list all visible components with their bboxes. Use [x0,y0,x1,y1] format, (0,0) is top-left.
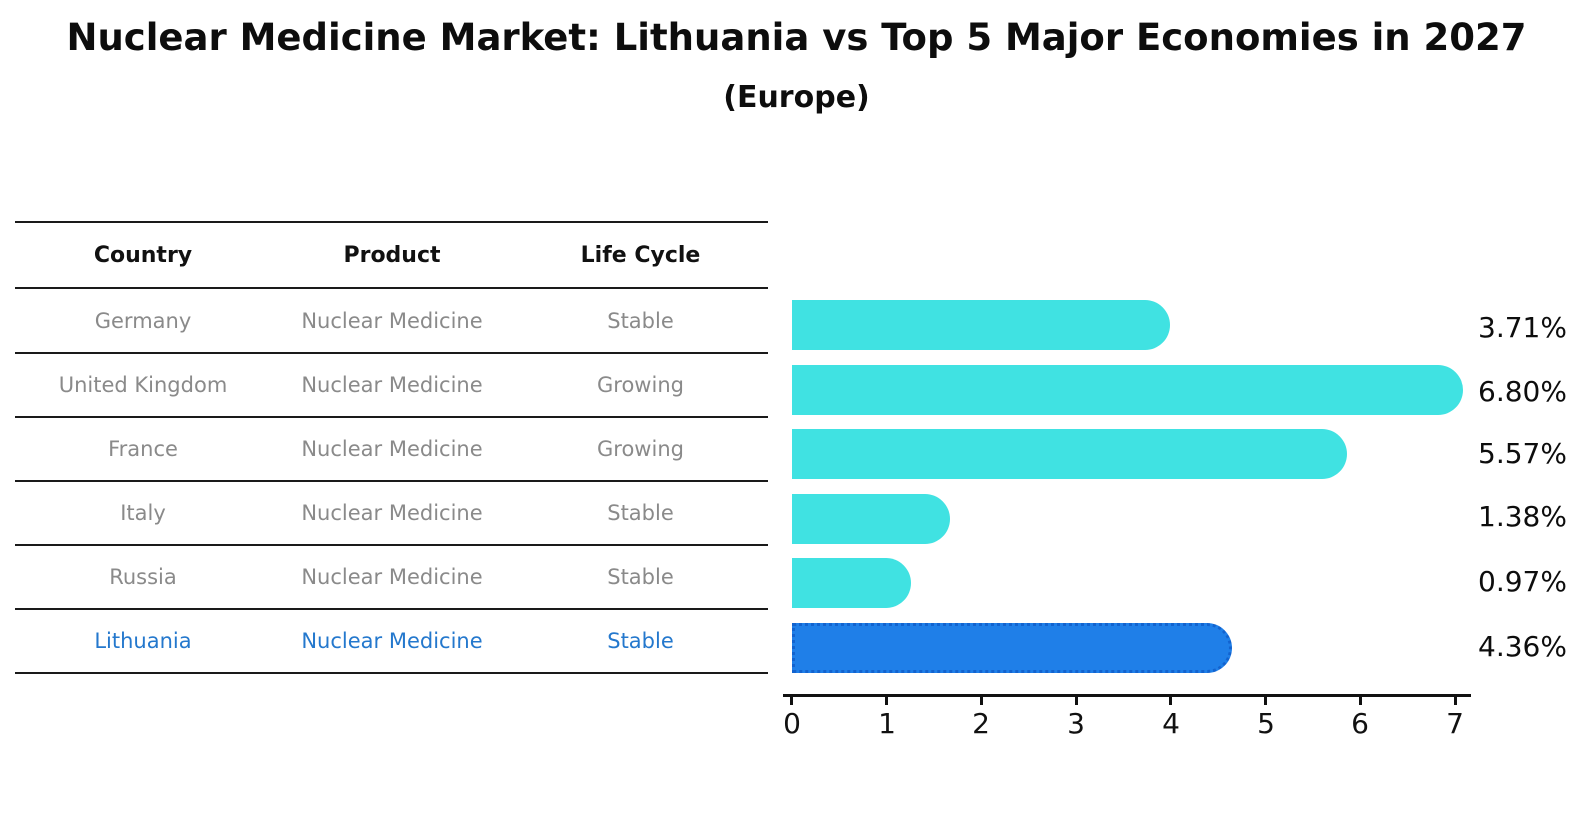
x-axis-tick [885,696,888,705]
x-axis-line [783,694,1471,697]
column-header-product: Product [343,242,441,268]
life-cycle-cell: Stable [607,629,674,653]
table-row: Russia Nuclear Medicine Stable [15,546,768,608]
life-cycle-cell: Growing [597,373,684,397]
chart-subtitle: (Europe) [723,80,870,115]
country-cell: United Kingdom [58,373,228,397]
table-divider [15,480,768,482]
product-cell: Nuclear Medicine [301,308,483,333]
x-axis-tick [1359,696,1362,705]
x-tick-label: 6 [1351,707,1369,740]
table-row-highlighted: Lithuania Nuclear Medicine Stable [15,610,768,672]
country-cell: France [108,437,178,461]
table-row: Italy Nuclear Medicine Stable [15,482,768,544]
table-divider [15,287,768,289]
table-row: United Kingdom Nuclear Medicine Growing [15,354,768,416]
x-axis-tick [790,696,793,705]
column-header-country: Country [93,242,193,268]
x-tick-label: 4 [1162,707,1180,740]
bar-france [792,429,1347,479]
country-cell: Lithuania [94,629,192,653]
x-tick-label: 0 [783,707,801,740]
country-cell: Russia [109,565,177,589]
bar-italy [792,494,950,544]
column-header-life-cycle: Life Cycle [580,242,701,268]
country-cell: Italy [120,501,166,525]
product-cell: Nuclear Medicine [301,373,483,397]
product-cell: Nuclear Medicine [301,565,483,589]
value-label: 5.57% [1478,437,1567,470]
table-divider [15,221,768,223]
table-divider [15,544,768,546]
x-axis-tick [1454,696,1457,705]
bar-russia [792,558,911,608]
x-axis-tick [980,696,983,705]
value-label: 1.38% [1478,500,1567,533]
x-axis-tick [1169,696,1172,705]
value-label: 6.80% [1478,375,1567,408]
product-cell: Nuclear Medicine [301,437,483,461]
table-row: Germany Nuclear Medicine Stable [15,289,768,352]
bar-united-kingdom [792,365,1464,415]
product-cell: Nuclear Medicine [301,501,483,525]
x-tick-label: 5 [1257,707,1275,740]
x-tick-label: 3 [1067,707,1085,740]
table-divider [15,352,768,354]
value-label: 4.36% [1478,630,1567,663]
x-tick-label: 7 [1446,707,1464,740]
table-divider [15,672,768,674]
table-divider [15,608,768,610]
life-cycle-cell: Stable [607,565,674,589]
life-cycle-cell: Stable [607,501,674,525]
table-divider [15,416,768,418]
life-cycle-cell: Stable [607,308,674,333]
bar-lithuania-highlighted [792,623,1232,673]
value-label: 3.71% [1478,311,1567,344]
product-cell: Nuclear Medicine [301,629,483,653]
x-axis-tick [1264,696,1267,705]
bar-germany [792,300,1171,350]
country-cell: Germany [94,308,192,333]
chart-title: Nuclear Medicine Market: Lithuania vs To… [66,16,1527,59]
life-cycle-cell: Growing [597,437,684,461]
table-row: France Nuclear Medicine Growing [15,418,768,480]
x-tick-label: 1 [878,707,896,740]
x-tick-label: 2 [972,707,990,740]
value-label: 0.97% [1478,565,1567,598]
table-header-row: Country Product Life Cycle [15,223,768,287]
x-axis-tick [1075,696,1078,705]
